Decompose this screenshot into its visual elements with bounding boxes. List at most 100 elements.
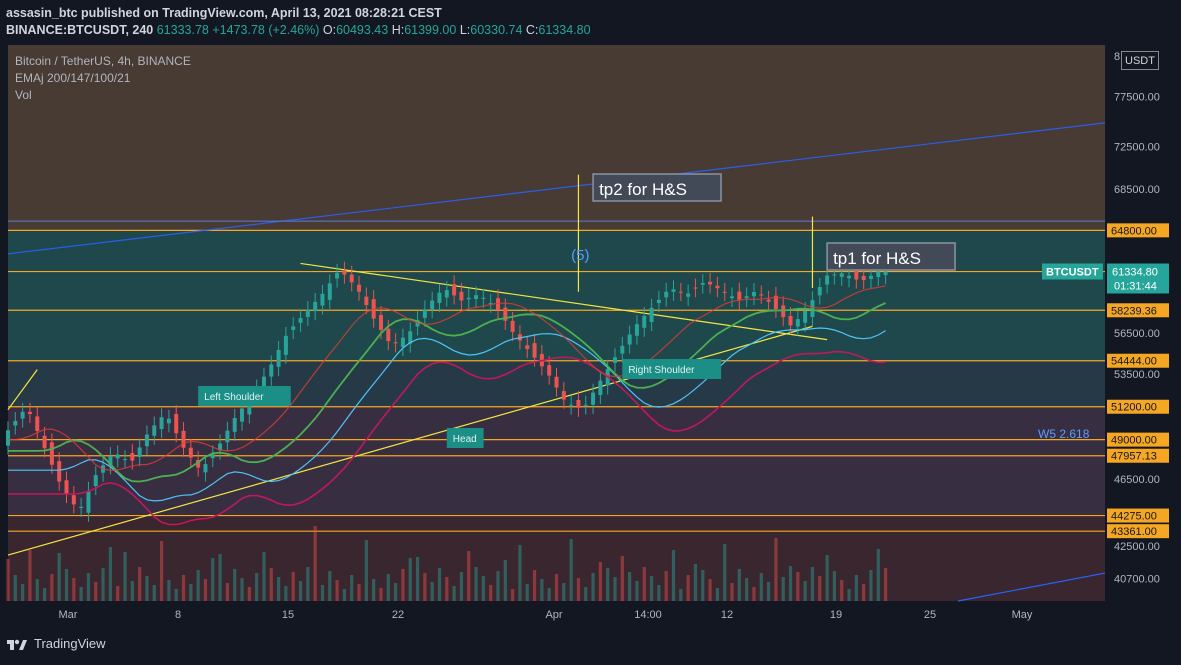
candle-body xyxy=(671,289,676,292)
last-price-symbol-text: BTCUSDT xyxy=(1046,267,1099,279)
price-level-tag-text: 51200.00 xyxy=(1111,402,1157,414)
volume-bar xyxy=(401,569,405,601)
price-axis-tick: 68500.00 xyxy=(1114,184,1160,196)
short-trendline xyxy=(7,369,38,411)
ema-100-line xyxy=(8,302,886,483)
candle-body xyxy=(269,364,274,377)
volume-bar xyxy=(335,580,339,601)
volume-bar xyxy=(196,570,200,601)
price-level-tag xyxy=(1107,432,1169,447)
low-value: 60330.74 xyxy=(470,23,523,37)
volume-bar xyxy=(152,585,156,601)
candle-body xyxy=(64,480,69,494)
volume-bar xyxy=(825,555,829,601)
volume-bar xyxy=(576,578,581,601)
candle-body xyxy=(232,418,237,432)
candle-body xyxy=(627,334,632,345)
candle-body xyxy=(196,460,201,468)
volume-bar xyxy=(481,576,485,601)
candle-body xyxy=(305,309,310,317)
candle-body xyxy=(298,318,303,323)
price-axis-tick: 42500.00 xyxy=(1114,541,1160,553)
candle-body xyxy=(400,337,405,347)
time-axis-tick: 22 xyxy=(392,609,404,621)
volume-bar xyxy=(781,577,785,601)
candle-body xyxy=(466,297,471,300)
candle-body xyxy=(93,475,98,486)
price-level-tag xyxy=(1107,524,1169,539)
volume-bar xyxy=(211,558,215,601)
candle-body xyxy=(656,299,661,304)
candle-body xyxy=(283,335,288,355)
volume-bar xyxy=(854,575,858,601)
time-axis-tick: May xyxy=(1012,609,1033,621)
volume-bar xyxy=(379,588,383,601)
volume-bar xyxy=(832,571,837,601)
volume-bar xyxy=(218,554,222,601)
price-level-tag-text: 58239.36 xyxy=(1111,305,1157,317)
candle-body xyxy=(876,271,881,278)
volume-bar xyxy=(138,567,142,601)
tp2-label-text: tp2 for H&S xyxy=(599,180,687,199)
candle-body xyxy=(240,408,245,422)
candle-body xyxy=(744,296,749,299)
candle-body xyxy=(152,425,157,436)
volume-bar xyxy=(342,589,347,601)
volume-bar xyxy=(496,571,500,601)
last-price-value: 61334.80 xyxy=(1112,267,1158,279)
candle-body xyxy=(123,459,128,461)
volume-bar xyxy=(189,584,193,601)
candle-body xyxy=(49,442,54,465)
volume-bar xyxy=(532,570,537,601)
tp1-label-text: tp1 for H&S xyxy=(833,249,921,268)
legend-ema: EMAj 200/147/100/21 xyxy=(15,71,131,85)
symbol-label: BINANCE:BTCUSDT, 240 xyxy=(6,23,154,37)
volume-bar xyxy=(415,557,420,601)
volume-bar xyxy=(511,589,515,601)
candle-body xyxy=(488,303,493,305)
volume-bar xyxy=(613,577,617,601)
candle-body xyxy=(422,309,427,318)
volume-bar xyxy=(554,574,559,601)
volume-bar xyxy=(240,578,244,601)
candle-body xyxy=(583,404,588,406)
candle-body xyxy=(261,376,266,387)
price-axis-tick: 72500.00 xyxy=(1114,141,1160,153)
tp2-label-box xyxy=(592,173,722,202)
time-axis-tick: Mar xyxy=(59,609,78,621)
ema-147-line xyxy=(8,327,886,502)
currency-selector[interactable]: USDT xyxy=(1121,51,1159,70)
candle-body xyxy=(678,291,683,293)
volume-bar xyxy=(262,552,266,601)
price-level-tag-text: 43361.00 xyxy=(1111,526,1157,538)
volume-bar xyxy=(474,567,478,601)
candle-body xyxy=(342,270,347,275)
close-label: C: xyxy=(525,23,539,37)
ema-200-line xyxy=(8,350,886,526)
volume-bar xyxy=(467,551,471,601)
volume-bar xyxy=(269,568,273,601)
volume-bar xyxy=(818,576,822,601)
candle-body xyxy=(883,271,888,276)
price-level-tag-text: 64800.00 xyxy=(1111,225,1157,237)
legend-vol: Vol xyxy=(15,88,32,102)
neckline xyxy=(300,262,828,341)
volume-bar xyxy=(372,579,376,601)
candle-body xyxy=(108,456,113,466)
candle-body xyxy=(532,343,537,358)
volume-bar xyxy=(28,550,32,601)
candle-body xyxy=(686,293,691,297)
candle-body xyxy=(27,411,32,415)
volume-bar xyxy=(408,558,412,601)
volume-bar xyxy=(13,575,17,601)
chart-legend: Bitcoin / TetherUS, 4h, BINANCE EMAj 200… xyxy=(15,53,191,104)
candle-body xyxy=(57,461,62,482)
candle-body xyxy=(569,404,574,406)
brand-name: TradingView xyxy=(34,636,106,651)
volume-bar xyxy=(57,553,61,601)
volume-bar xyxy=(42,588,47,601)
head-label-text: Head xyxy=(453,434,477,445)
candle-body xyxy=(437,292,442,304)
volume-bar xyxy=(50,574,54,601)
